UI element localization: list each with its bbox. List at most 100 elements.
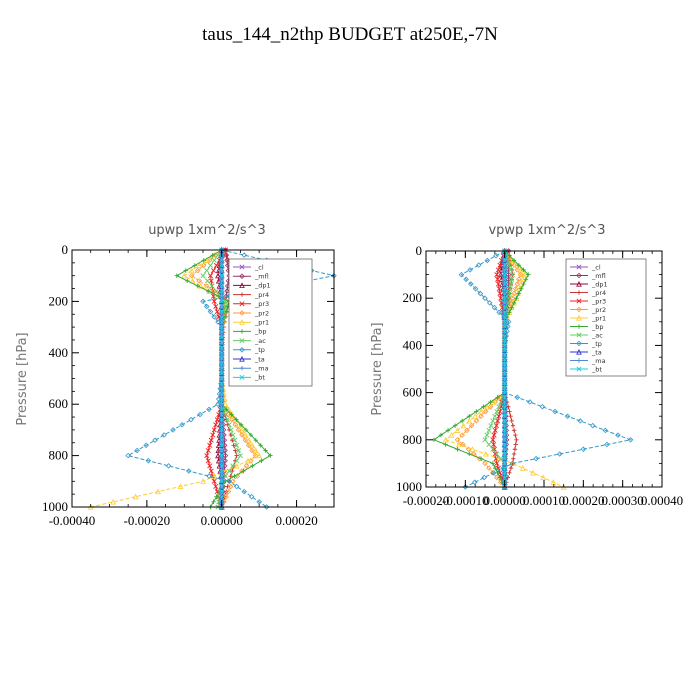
vpwp-legend-label: _dp1 (591, 280, 608, 288)
vpwp-point-tp (527, 399, 533, 405)
vpwp-point-bt (502, 470, 508, 476)
upwp-point-pr2 (203, 283, 210, 289)
upwp-point-pr2 (225, 411, 232, 418)
upwp-point-pr1 (200, 478, 206, 484)
upwp-legend-label: _pr2 (254, 309, 269, 317)
upwp-legend-label: _bp (254, 328, 267, 336)
vpwp-point-bp (511, 258, 517, 263)
upwp-point-bt (219, 391, 225, 397)
upwp-point-pr3 (211, 427, 217, 433)
vpwp-point-pr3 (495, 267, 501, 273)
upwp-point-pr1 (222, 467, 229, 474)
upwp-point-pr4 (231, 443, 236, 448)
vpwp-series-group (431, 247, 634, 490)
upwp-point-bp (238, 422, 244, 427)
upwp-legend-label: _ta (254, 355, 265, 363)
upwp-point-bp (214, 494, 219, 499)
upwp-legend-marker (239, 301, 245, 307)
vpwp-point-bt (502, 309, 508, 315)
vpwp-point-pr2 (511, 290, 517, 297)
upwp-point-pr1 (239, 426, 246, 433)
upwp-point-pr2 (227, 483, 234, 490)
upwp-point-mfl (222, 457, 228, 464)
upwp-point-ac (236, 447, 242, 453)
upwp-point-pr3 (214, 417, 220, 423)
vpwp-point-bp (516, 262, 522, 268)
upwp-point-pr1 (252, 447, 259, 454)
vpwp-point-bt (502, 475, 508, 481)
upwp-point-ac (230, 463, 236, 469)
vpwp-point-bt (502, 281, 508, 287)
vpwp-point-pr1 (454, 427, 461, 433)
vpwp-legend-marker (576, 340, 582, 347)
upwp-xtick-label: 0.00000 (201, 513, 243, 528)
upwp-point-dp1 (215, 272, 221, 279)
upwp-legend-label: _ma (254, 365, 269, 373)
vpwp-point-pr1 (456, 441, 462, 448)
upwp-point-bt (219, 329, 225, 335)
vpwp-point-bp (481, 404, 486, 409)
vpwp-point-pr2 (509, 295, 516, 301)
upwp-point-pr4 (224, 252, 230, 258)
upwp-point-pr2 (206, 257, 213, 264)
upwp-point-pr2 (229, 416, 235, 423)
upwp-point-ac (228, 427, 234, 433)
vpwp-point-ac (510, 272, 516, 278)
vpwp-point-bp (452, 423, 458, 428)
vpwp-point-pr2 (514, 281, 521, 287)
vpwp-point-bp (455, 447, 460, 452)
upwp-legend-marker (239, 338, 245, 344)
vpwp-xtick-label: -0.00010 (442, 493, 489, 508)
vpwp-legend-label: _tp (591, 340, 602, 348)
upwp-point-bt (219, 298, 225, 304)
upwp-point-pr2 (223, 493, 229, 500)
vpwp-point-pr2 (459, 432, 465, 438)
vpwp-point-bt (502, 371, 508, 377)
vpwp-point-tp (467, 267, 473, 273)
upwp-legend-marker (239, 366, 245, 371)
vpwp-point-tp (472, 285, 479, 292)
vpwp-point-ac (494, 451, 500, 457)
vpwp-point-bt (502, 408, 508, 414)
upwp-ticks-group: 0 200 400 600 800 1000-0.00040 -0.00020 0.00000… (42, 242, 335, 528)
vpwp-point-tp (481, 474, 487, 481)
vpwp-point-bt (502, 427, 508, 433)
vpwp-point-pr1 (540, 474, 547, 481)
upwp-point-bp (211, 499, 216, 505)
upwp-point-tp (165, 463, 172, 469)
upwp-legend-label: _pr1 (254, 319, 269, 327)
upwp-point-pr1 (211, 473, 218, 479)
upwp-point-bp (268, 453, 273, 458)
vpwp-point-bt (502, 366, 508, 372)
upwp-point-pr3 (210, 268, 216, 274)
upwp-point-bt (219, 386, 225, 392)
upwp-point-bp (248, 432, 254, 438)
vpwp-point-bp (495, 395, 500, 400)
vpwp-point-tp (496, 309, 502, 316)
vpwp-point-bp (526, 272, 531, 277)
vpwp-point-pr2 (486, 465, 492, 471)
upwp-point-bp (185, 278, 190, 284)
upwp-point-bp (224, 309, 229, 314)
vpwp-point-tp (539, 403, 546, 410)
upwp-point-ac (226, 422, 232, 428)
upwp-legend-label: _pr3 (254, 300, 269, 308)
vpwp-point-bt (502, 451, 508, 457)
vpwp-point-bt (502, 437, 508, 443)
vpwp-point-bp (521, 281, 526, 287)
upwp-point-pr1 (245, 457, 251, 464)
upwp-point-tp (203, 303, 210, 310)
vpwp-legend-label: _pr4 (591, 289, 606, 297)
vpwp-point-ac (506, 262, 512, 268)
upwp-point-pr3 (211, 298, 217, 304)
vpwp-point-bp (438, 432, 444, 438)
upwp-point-bt (219, 355, 225, 361)
upwp-point-pr3 (213, 304, 219, 310)
vpwp-point-tp (509, 460, 516, 467)
vpwp-point-bt (502, 385, 508, 391)
vpwp-ticks-group: 0 200 400 600 800 1000-0.00020-0.000100.00000… (396, 243, 683, 508)
upwp-point-mfl (222, 452, 229, 459)
vpwp-point-tp (484, 257, 491, 264)
upwp-point-bt (219, 334, 225, 340)
